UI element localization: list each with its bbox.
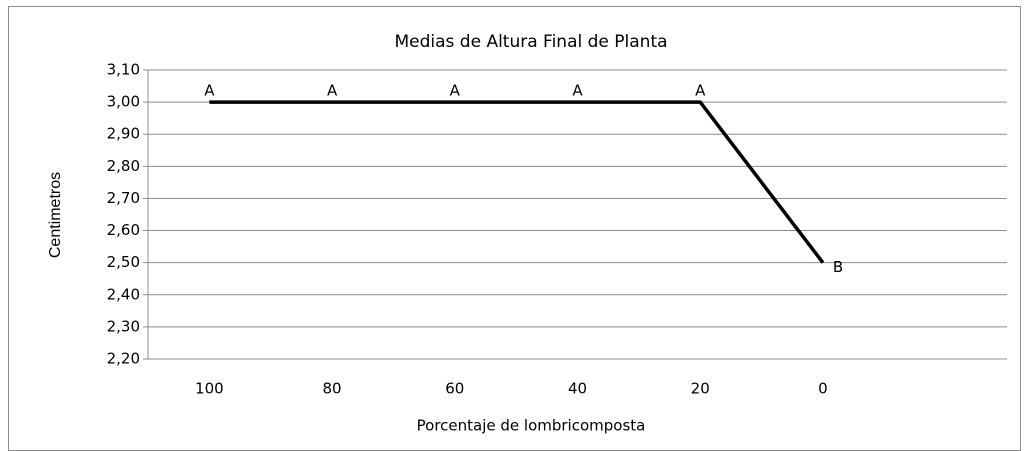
x-tick-label: 100 [195, 380, 224, 398]
y-tick-label: 2,40 [107, 285, 140, 303]
y-tick-label: 2,50 [107, 253, 140, 271]
x-tick-label: 0 [818, 380, 828, 398]
x-tick-label: 80 [323, 380, 342, 398]
data-line [209, 100, 825, 264]
y-axis-title: Centimetros [47, 172, 64, 258]
point-annotation: B [833, 258, 843, 276]
chart-title: Medias de Altura Final de Planta [394, 32, 667, 52]
y-tick-label: 2,60 [107, 221, 140, 239]
y-tick-label: 2,70 [107, 189, 140, 207]
y-tick-label: 2,80 [107, 157, 140, 175]
y-tick-label: 2,90 [107, 125, 140, 143]
y-tick-label: 2,30 [107, 317, 140, 335]
x-tick-label: 40 [568, 380, 587, 398]
point-annotation: A [450, 82, 461, 100]
point-annotation: A [695, 82, 706, 100]
chart-frame [8, 6, 1021, 451]
x-tick-label: 60 [445, 380, 464, 398]
y-tick-label: 2,20 [107, 350, 140, 368]
x-axis-title: Porcentaje de lombricomposta [417, 417, 646, 435]
x-tick-label: 20 [691, 380, 710, 398]
point-annotation: A [204, 82, 215, 100]
point-annotation: A [572, 82, 583, 100]
point-annotation: A [327, 82, 338, 100]
y-tick-label: 3,10 [107, 61, 140, 79]
y-tick-label: 3,00 [107, 93, 140, 111]
